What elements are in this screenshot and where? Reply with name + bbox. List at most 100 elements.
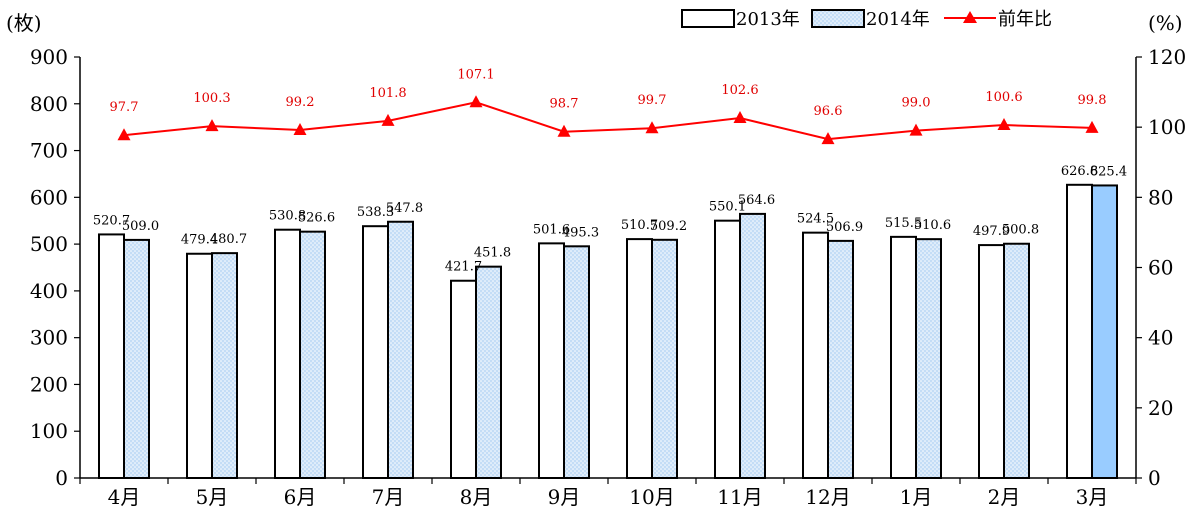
ratio-point <box>381 113 395 126</box>
right-tick-label: 80 <box>1148 185 1173 209</box>
bar-2014 <box>1003 242 1030 479</box>
ratio-point <box>293 122 307 135</box>
ratio-label: 99.0 <box>902 96 931 111</box>
axes <box>79 57 1137 484</box>
ratio-label: 99.2 <box>286 95 315 110</box>
bar-label-2014: 547.8 <box>386 201 423 216</box>
ratio-point <box>821 132 835 145</box>
bar-label-2013: 501.6 <box>533 222 570 237</box>
left-tick-label: 0 <box>55 466 68 490</box>
right-tick-label: 120 <box>1148 45 1186 69</box>
legend-marker-line <box>963 11 977 23</box>
bar-label-2014: 564.6 <box>738 193 775 208</box>
left-tick-label: 600 <box>30 185 68 209</box>
ratio-point <box>117 128 131 141</box>
left-axis: 0 100 200 300 400 500 600 700 800 900 <box>30 45 80 490</box>
x-tick-label: 3月 <box>1076 485 1109 509</box>
left-axis-unit: (枚) <box>6 11 42 35</box>
right-tick-label: 40 <box>1148 326 1173 350</box>
bar-label-2014: 526.6 <box>298 211 335 226</box>
right-axis-unit: (%) <box>1148 11 1183 35</box>
right-tick-label: 20 <box>1148 396 1173 420</box>
x-tick-label: 6月 <box>284 485 317 509</box>
ratio-label: 96.6 <box>814 104 843 119</box>
bar-2013 <box>538 242 565 479</box>
left-tick-label: 400 <box>30 279 68 303</box>
bar-label-2013: 421.7 <box>445 260 482 275</box>
bar-label-2014: 625.4 <box>1090 164 1127 179</box>
left-tick-label: 300 <box>30 326 68 350</box>
x-tick-label: 10月 <box>629 485 674 509</box>
ratio-label: 98.7 <box>550 97 579 112</box>
x-tick-label: 4月 <box>108 485 141 509</box>
bar-label-2014: 495.3 <box>562 225 599 240</box>
bar-label-2014: 509.2 <box>650 219 687 234</box>
bar-2013 <box>802 231 829 479</box>
bar-2013 <box>98 233 125 479</box>
x-tick-label: 12月 <box>805 485 850 509</box>
right-tick-label: 60 <box>1148 256 1173 280</box>
bar-2014 <box>299 230 326 479</box>
legend-swatch-2013 <box>681 9 735 28</box>
ratio-point <box>469 95 483 108</box>
bar-label-2014: 506.9 <box>826 220 863 235</box>
legend-swatch-2014 <box>811 9 865 28</box>
bar-2013 <box>1066 183 1093 480</box>
bar-2013 <box>450 279 477 479</box>
left-tick-label: 700 <box>30 139 68 163</box>
right-tick-label: 0 <box>1148 466 1161 490</box>
legend-label-2014: 2014年 <box>866 9 930 30</box>
bar-label-2013: 497.9 <box>973 224 1010 239</box>
bar-label-2013: 530.8 <box>269 209 306 224</box>
ratio-point <box>1085 120 1099 133</box>
bar-label-2014: 509.0 <box>122 219 159 234</box>
ratio-label: 97.7 <box>110 100 139 115</box>
ratio-point <box>997 118 1011 131</box>
bar-2014 <box>915 238 942 479</box>
bar-label-2014: 451.8 <box>474 246 511 261</box>
x-tick-label: 2月 <box>988 485 1021 509</box>
ratio-label: 99.8 <box>1078 93 1107 108</box>
ratio-point <box>205 119 219 132</box>
left-tick-label: 200 <box>30 372 68 396</box>
x-tick-label: 5月 <box>196 485 229 509</box>
bar-2014 <box>475 265 502 479</box>
ratio-line: 97.7 100.3 99.2 101.8 107.1 98.7 99.7 102.6 96.6… <box>110 67 1107 145</box>
bars <box>98 183 1118 480</box>
ratio-label: 101.8 <box>369 86 406 101</box>
ratio-point <box>909 123 923 136</box>
bar-label-2013: 524.5 <box>797 212 834 227</box>
bar-2014 <box>123 238 150 479</box>
x-tick-label: 7月 <box>372 485 405 509</box>
bar-label-2013: 520.7 <box>93 213 130 228</box>
ratio-label: 100.6 <box>985 90 1022 105</box>
x-axis-labels: 4月 5月 6月 7月 8月 9月 10月 11月 12月 1月 2月 3月 <box>108 485 1109 509</box>
bar-label-2013: 550.1 <box>709 200 746 215</box>
x-tick-label: 9月 <box>548 485 581 509</box>
bar-2014 <box>827 239 854 479</box>
bar-2013 <box>714 219 741 479</box>
bar-2014 <box>651 238 678 479</box>
left-tick-label: 900 <box>30 45 68 69</box>
bar-label-2014: 480.7 <box>210 232 247 247</box>
ratio-label: 100.3 <box>193 91 230 106</box>
bar-2013 <box>362 225 389 479</box>
right-axis: 0 20 40 60 80 100 120 <box>1136 45 1186 490</box>
ratio-line-path <box>123 101 1093 141</box>
x-tick-label: 8月 <box>460 485 493 509</box>
ratio-point <box>733 111 747 124</box>
bar-label-2013: 510.7 <box>621 218 658 233</box>
ratio-label: 102.6 <box>721 83 758 98</box>
bar-2014 <box>1091 184 1118 479</box>
ratio-label: 99.7 <box>638 93 667 108</box>
bar-2014 <box>211 252 238 479</box>
ratio-point <box>645 121 659 134</box>
bar-label-2013: 479.4 <box>181 233 218 248</box>
x-tick-label: 11月 <box>717 485 762 509</box>
legend: 2013年 2014年 前年比 <box>681 9 1052 30</box>
ratio-label: 107.1 <box>457 67 494 82</box>
legend-label-line: 前年比 <box>998 9 1052 30</box>
bar-2014 <box>563 245 590 479</box>
